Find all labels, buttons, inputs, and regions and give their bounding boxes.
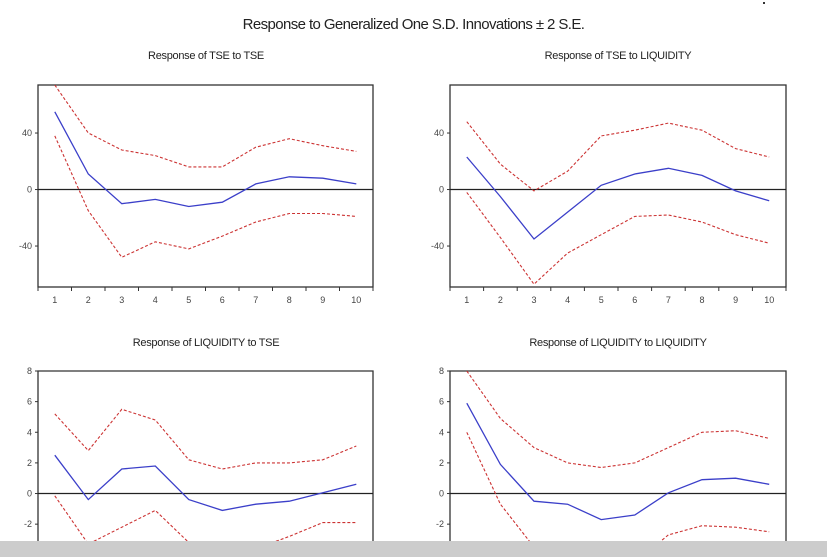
y-tick-label: 4: [439, 427, 444, 437]
response-line: [466, 402, 770, 521]
y-tick-label: 0: [439, 185, 444, 195]
y-tick-label: -2: [24, 519, 32, 529]
x-tick-label: 9: [320, 295, 325, 305]
x-tick-label: 3: [119, 295, 124, 305]
main-title: Response to Generalized One S.D. Innovat…: [242, 16, 585, 33]
y-tick-label: -40: [19, 241, 32, 251]
x-tick-label: 3: [531, 295, 536, 305]
upper-band-line: [466, 121, 770, 192]
chart-title-tse-to-tse: Response of TSE to TSE: [148, 50, 264, 62]
x-tick-label: 6: [220, 295, 225, 305]
chart-title-liquidity-to-tse: Response of LIQUIDITY to TSE: [132, 337, 280, 349]
x-tick-label: 7: [253, 295, 258, 305]
upper-band-line: [54, 408, 357, 470]
plot-frame: [37, 370, 374, 541]
chart-title-tse-to-liquidity: Response of TSE to LIQUIDITY: [544, 50, 692, 62]
bottom-scroll-bar: [0, 541, 827, 557]
y-tick-label: 2: [27, 458, 32, 468]
y-tick-label: 8: [439, 366, 444, 376]
lower-band-line: [54, 495, 357, 541]
plot-frame: [37, 84, 374, 288]
y-tick-label: 8: [27, 366, 32, 376]
upper-band-line: [54, 85, 357, 168]
x-tick-label: 1: [464, 295, 469, 305]
lower-band-line: [466, 192, 770, 286]
x-tick-label: 10: [764, 295, 774, 305]
x-tick-label: 7: [666, 295, 671, 305]
x-tick-label: 2: [498, 295, 503, 305]
upper-band-line: [466, 371, 770, 469]
x-tick-label: 5: [599, 295, 604, 305]
x-tick-label: 8: [699, 295, 704, 305]
lower-band-line: [54, 135, 357, 258]
y-tick-label: 2: [439, 458, 444, 468]
response-line: [54, 111, 357, 208]
lower-band-line: [466, 432, 770, 541]
plot-frame: [449, 84, 787, 288]
y-tick-label: 6: [439, 397, 444, 407]
y-tick-label: 4: [27, 427, 32, 437]
y-tick-label: -40: [431, 241, 444, 251]
chart-title-liquidity-to-liquidity: Response of LIQUIDITY to LIQUIDITY: [529, 337, 707, 349]
x-tick-label: 8: [287, 295, 292, 305]
x-tick-label: 5: [186, 295, 191, 305]
x-tick-label: 4: [153, 295, 158, 305]
plot-frame: [449, 370, 787, 541]
y-tick-label: 0: [27, 185, 32, 195]
y-tick-label: 40: [434, 128, 444, 138]
x-tick-label: 6: [632, 295, 637, 305]
x-tick-label: 9: [733, 295, 738, 305]
x-tick-label: 2: [86, 295, 91, 305]
x-tick-label: 10: [351, 295, 361, 305]
y-tick-label: 6: [27, 397, 32, 407]
y-tick-label: 0: [27, 489, 32, 499]
y-tick-label: 0: [439, 489, 444, 499]
x-tick-label: 1: [52, 295, 57, 305]
response-line: [54, 454, 357, 512]
x-tick-label: 4: [565, 295, 570, 305]
response-line: [466, 156, 770, 240]
corner-dot: [763, 2, 765, 4]
y-tick-label: -2: [436, 519, 444, 529]
y-tick-label: 40: [22, 128, 32, 138]
